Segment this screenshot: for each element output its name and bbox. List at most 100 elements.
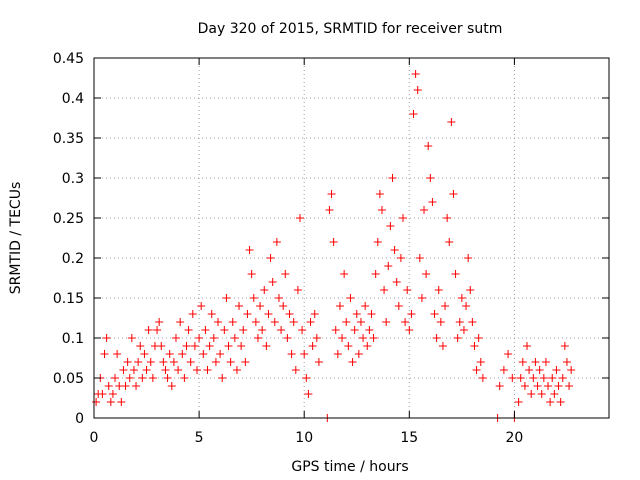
data-point <box>262 342 271 350</box>
data-point <box>417 294 426 302</box>
data-point <box>369 334 378 342</box>
grid-lines <box>94 58 609 418</box>
data-point <box>199 350 208 358</box>
data-point <box>167 382 176 390</box>
data-point <box>180 374 189 382</box>
data-point <box>508 374 517 382</box>
data-point <box>560 342 569 350</box>
data-point <box>232 366 241 374</box>
data-point <box>140 350 149 358</box>
data-point <box>495 382 504 390</box>
data-point <box>441 302 450 310</box>
data-point <box>562 358 571 366</box>
data-point <box>443 214 452 222</box>
plot-frame <box>93 57 610 419</box>
data-point <box>161 366 170 374</box>
x-tick-label: 20 <box>505 430 523 446</box>
data-point <box>291 366 300 374</box>
data-point <box>548 374 557 382</box>
data-point <box>340 270 349 278</box>
data-point <box>310 310 319 318</box>
data-point <box>468 318 477 326</box>
data-point <box>155 318 164 326</box>
data-point <box>127 334 136 342</box>
data-point <box>424 142 433 150</box>
data-point <box>285 310 294 318</box>
data-point <box>455 318 464 326</box>
data-point <box>241 358 250 366</box>
data-point <box>178 350 187 358</box>
data-point <box>396 254 405 262</box>
data-point <box>325 206 334 214</box>
data-point <box>535 366 544 374</box>
data-point <box>243 310 252 318</box>
data-point <box>153 326 162 334</box>
data-point <box>274 294 283 302</box>
data-point <box>544 382 553 390</box>
data-point <box>411 70 420 78</box>
y-tick-label: 0.35 <box>53 131 84 147</box>
data-point <box>258 326 267 334</box>
data-point <box>567 366 576 374</box>
data-point <box>527 390 536 398</box>
data-point <box>436 318 445 326</box>
data-point <box>92 398 101 406</box>
data-point <box>211 358 220 366</box>
data-point <box>466 286 475 294</box>
data-point <box>533 382 542 390</box>
data-point <box>552 366 561 374</box>
data-point <box>556 398 565 406</box>
data-point <box>348 358 357 366</box>
data-point <box>363 342 372 350</box>
data-point <box>476 358 485 366</box>
data-point <box>224 342 233 350</box>
data-point <box>106 398 115 406</box>
data-point <box>377 206 386 214</box>
data-point <box>268 278 277 286</box>
data-point <box>407 310 416 318</box>
data-point <box>518 358 527 366</box>
x-axis-label: GPS time / hours <box>291 459 408 475</box>
data-point <box>558 374 567 382</box>
data-point <box>312 334 321 342</box>
data-point <box>331 326 340 334</box>
data-point <box>220 326 229 334</box>
data-point <box>344 342 353 350</box>
y-tick-label: 0.4 <box>62 91 84 107</box>
data-point <box>504 350 513 358</box>
data-point <box>554 382 563 390</box>
data-point <box>251 318 260 326</box>
data-point <box>365 326 374 334</box>
data-point <box>478 374 487 382</box>
chart-title: Day 320 of 2015, SRMTID for receiver sut… <box>198 21 503 37</box>
data-point <box>539 374 548 382</box>
data-point <box>113 350 122 358</box>
data-point <box>537 390 546 398</box>
data-point <box>472 366 481 374</box>
data-point <box>129 366 138 374</box>
data-point <box>201 326 210 334</box>
data-point <box>186 358 195 366</box>
data-point <box>361 302 370 310</box>
data-point <box>314 358 323 366</box>
data-point <box>531 358 540 366</box>
data-point <box>256 302 265 310</box>
data-point <box>457 294 466 302</box>
data-point <box>159 358 168 366</box>
data-point <box>195 334 204 342</box>
data-point <box>401 318 410 326</box>
data-point <box>222 294 231 302</box>
data-point <box>100 350 109 358</box>
data-point <box>371 270 380 278</box>
data-point <box>308 342 317 350</box>
data-point <box>176 318 185 326</box>
data-point <box>529 374 538 382</box>
data-point <box>203 366 212 374</box>
data-point <box>169 358 178 366</box>
data-point <box>272 238 281 246</box>
data-point <box>350 326 359 334</box>
data-point <box>148 374 157 382</box>
data-point <box>190 342 199 350</box>
data-point <box>253 334 262 342</box>
data-point <box>228 318 237 326</box>
